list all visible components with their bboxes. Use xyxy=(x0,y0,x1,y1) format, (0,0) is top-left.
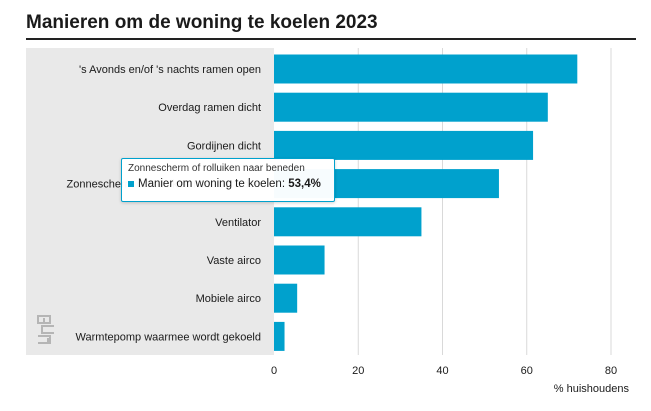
tooltip-value-line: Manier om woning te koelen: 53,4% xyxy=(128,178,328,190)
bar[interactable] xyxy=(274,283,298,313)
bar-tooltip: Zonnescherm of rolluiken naar beneden Ma… xyxy=(121,158,335,202)
bar[interactable] xyxy=(274,321,285,351)
tooltip-series-label: Manier om woning te koelen: xyxy=(138,178,286,190)
x-axis-ticks: 0 20 40 60 80 xyxy=(271,365,617,377)
tooltip-value: 53,4% xyxy=(288,178,321,190)
bar[interactable] xyxy=(274,130,534,160)
tooltip-title: Zonnescherm of rolluiken naar beneden xyxy=(128,163,305,174)
category-label: Vaste airco xyxy=(207,255,261,267)
bar[interactable] xyxy=(274,92,548,122)
cbs-logo-icon xyxy=(36,314,56,349)
series-marker-icon xyxy=(128,180,134,187)
x-tick-label: 0 xyxy=(271,365,277,377)
x-tick-label: 80 xyxy=(605,365,617,377)
bar[interactable] xyxy=(274,207,422,237)
category-label: Overdag ramen dicht xyxy=(158,102,261,114)
category-label: 's Avonds en/of 's nachts ramen open xyxy=(79,64,261,76)
bar[interactable] xyxy=(274,54,578,84)
category-label: Mobiele airco xyxy=(196,293,261,305)
x-tick-label: 20 xyxy=(352,365,364,377)
title-rule xyxy=(26,38,636,40)
x-tick-label: 40 xyxy=(436,365,448,377)
category-label: Ventilator xyxy=(215,217,261,229)
category-label: Warmtepomp waarmee wordt gekoeld xyxy=(76,331,261,343)
category-labels: 's Avonds en/of 's nachts ramen open Over… xyxy=(67,64,262,343)
x-tick-label: 60 xyxy=(521,365,533,377)
bar[interactable] xyxy=(274,245,325,275)
x-axis-title: % huishoudens xyxy=(554,383,630,395)
category-label: Gordijnen dicht xyxy=(187,140,261,152)
chart-title: Manieren om de woning te koelen 2023 xyxy=(26,12,378,33)
bars-group xyxy=(274,54,578,351)
